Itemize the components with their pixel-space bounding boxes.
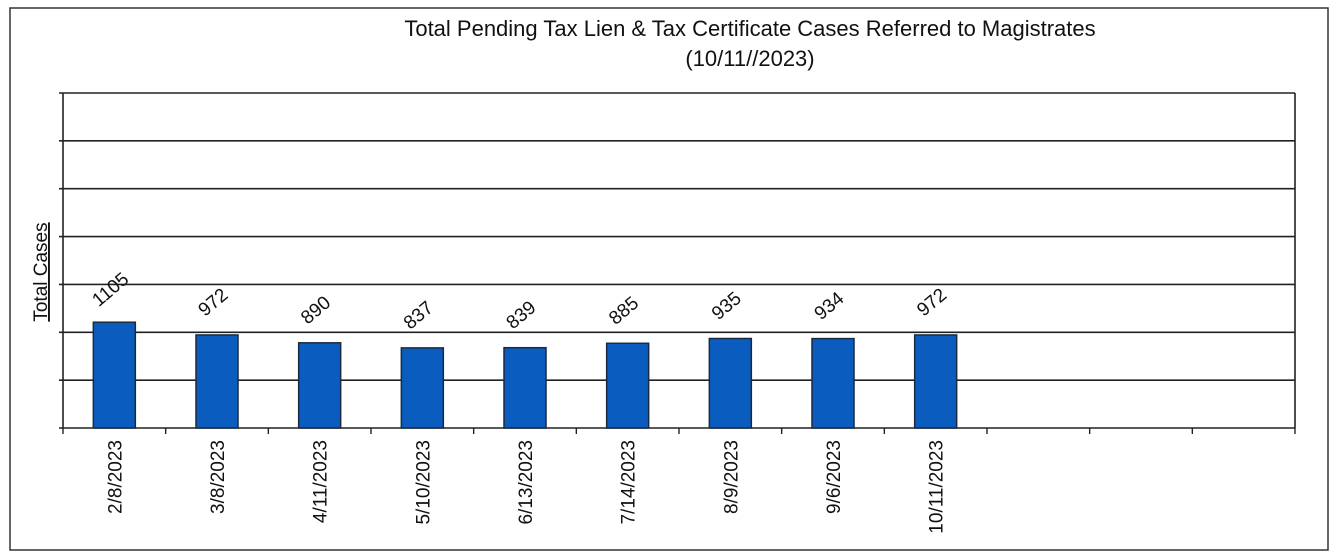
data-label: 1105 xyxy=(88,269,133,311)
x-tick-label: 7/14/2023 xyxy=(619,440,640,525)
data-label: 837 xyxy=(400,297,438,333)
x-tick-label: 3/8/2023 xyxy=(208,440,229,514)
x-tick-label: 10/11/2023 xyxy=(927,440,948,534)
bar xyxy=(605,342,650,429)
data-label: 839 xyxy=(503,297,541,333)
data-label: 972 xyxy=(195,285,233,321)
data-label: 885 xyxy=(605,293,643,329)
x-tick-label: 5/10/2023 xyxy=(413,440,434,525)
chart-title: Total Pending Tax Lien & Tax Certificate… xyxy=(404,16,1095,41)
bar xyxy=(400,347,445,429)
data-label: 934 xyxy=(811,288,849,325)
x-tick-label: 2/8/2023 xyxy=(105,440,126,514)
data-label: 972 xyxy=(913,285,951,321)
bar xyxy=(503,346,547,429)
bar xyxy=(92,321,137,429)
chart-border xyxy=(9,7,1329,551)
x-tick-label: 6/13/2023 xyxy=(516,440,537,525)
x-tick-label: 4/11/2023 xyxy=(311,440,332,523)
x-tick-label: 8/9/2023 xyxy=(721,440,742,514)
chart-subtitle: (10/11//2023) xyxy=(685,46,814,71)
data-label: 935 xyxy=(708,288,746,324)
data-label: 890 xyxy=(297,292,335,328)
bar xyxy=(708,337,753,429)
bar xyxy=(811,337,855,429)
bar xyxy=(297,342,342,429)
x-tick-label: 9/6/2023 xyxy=(824,440,845,514)
bar xyxy=(913,334,958,429)
y-axis-label: Total Cases xyxy=(31,222,52,321)
bar xyxy=(195,334,239,429)
